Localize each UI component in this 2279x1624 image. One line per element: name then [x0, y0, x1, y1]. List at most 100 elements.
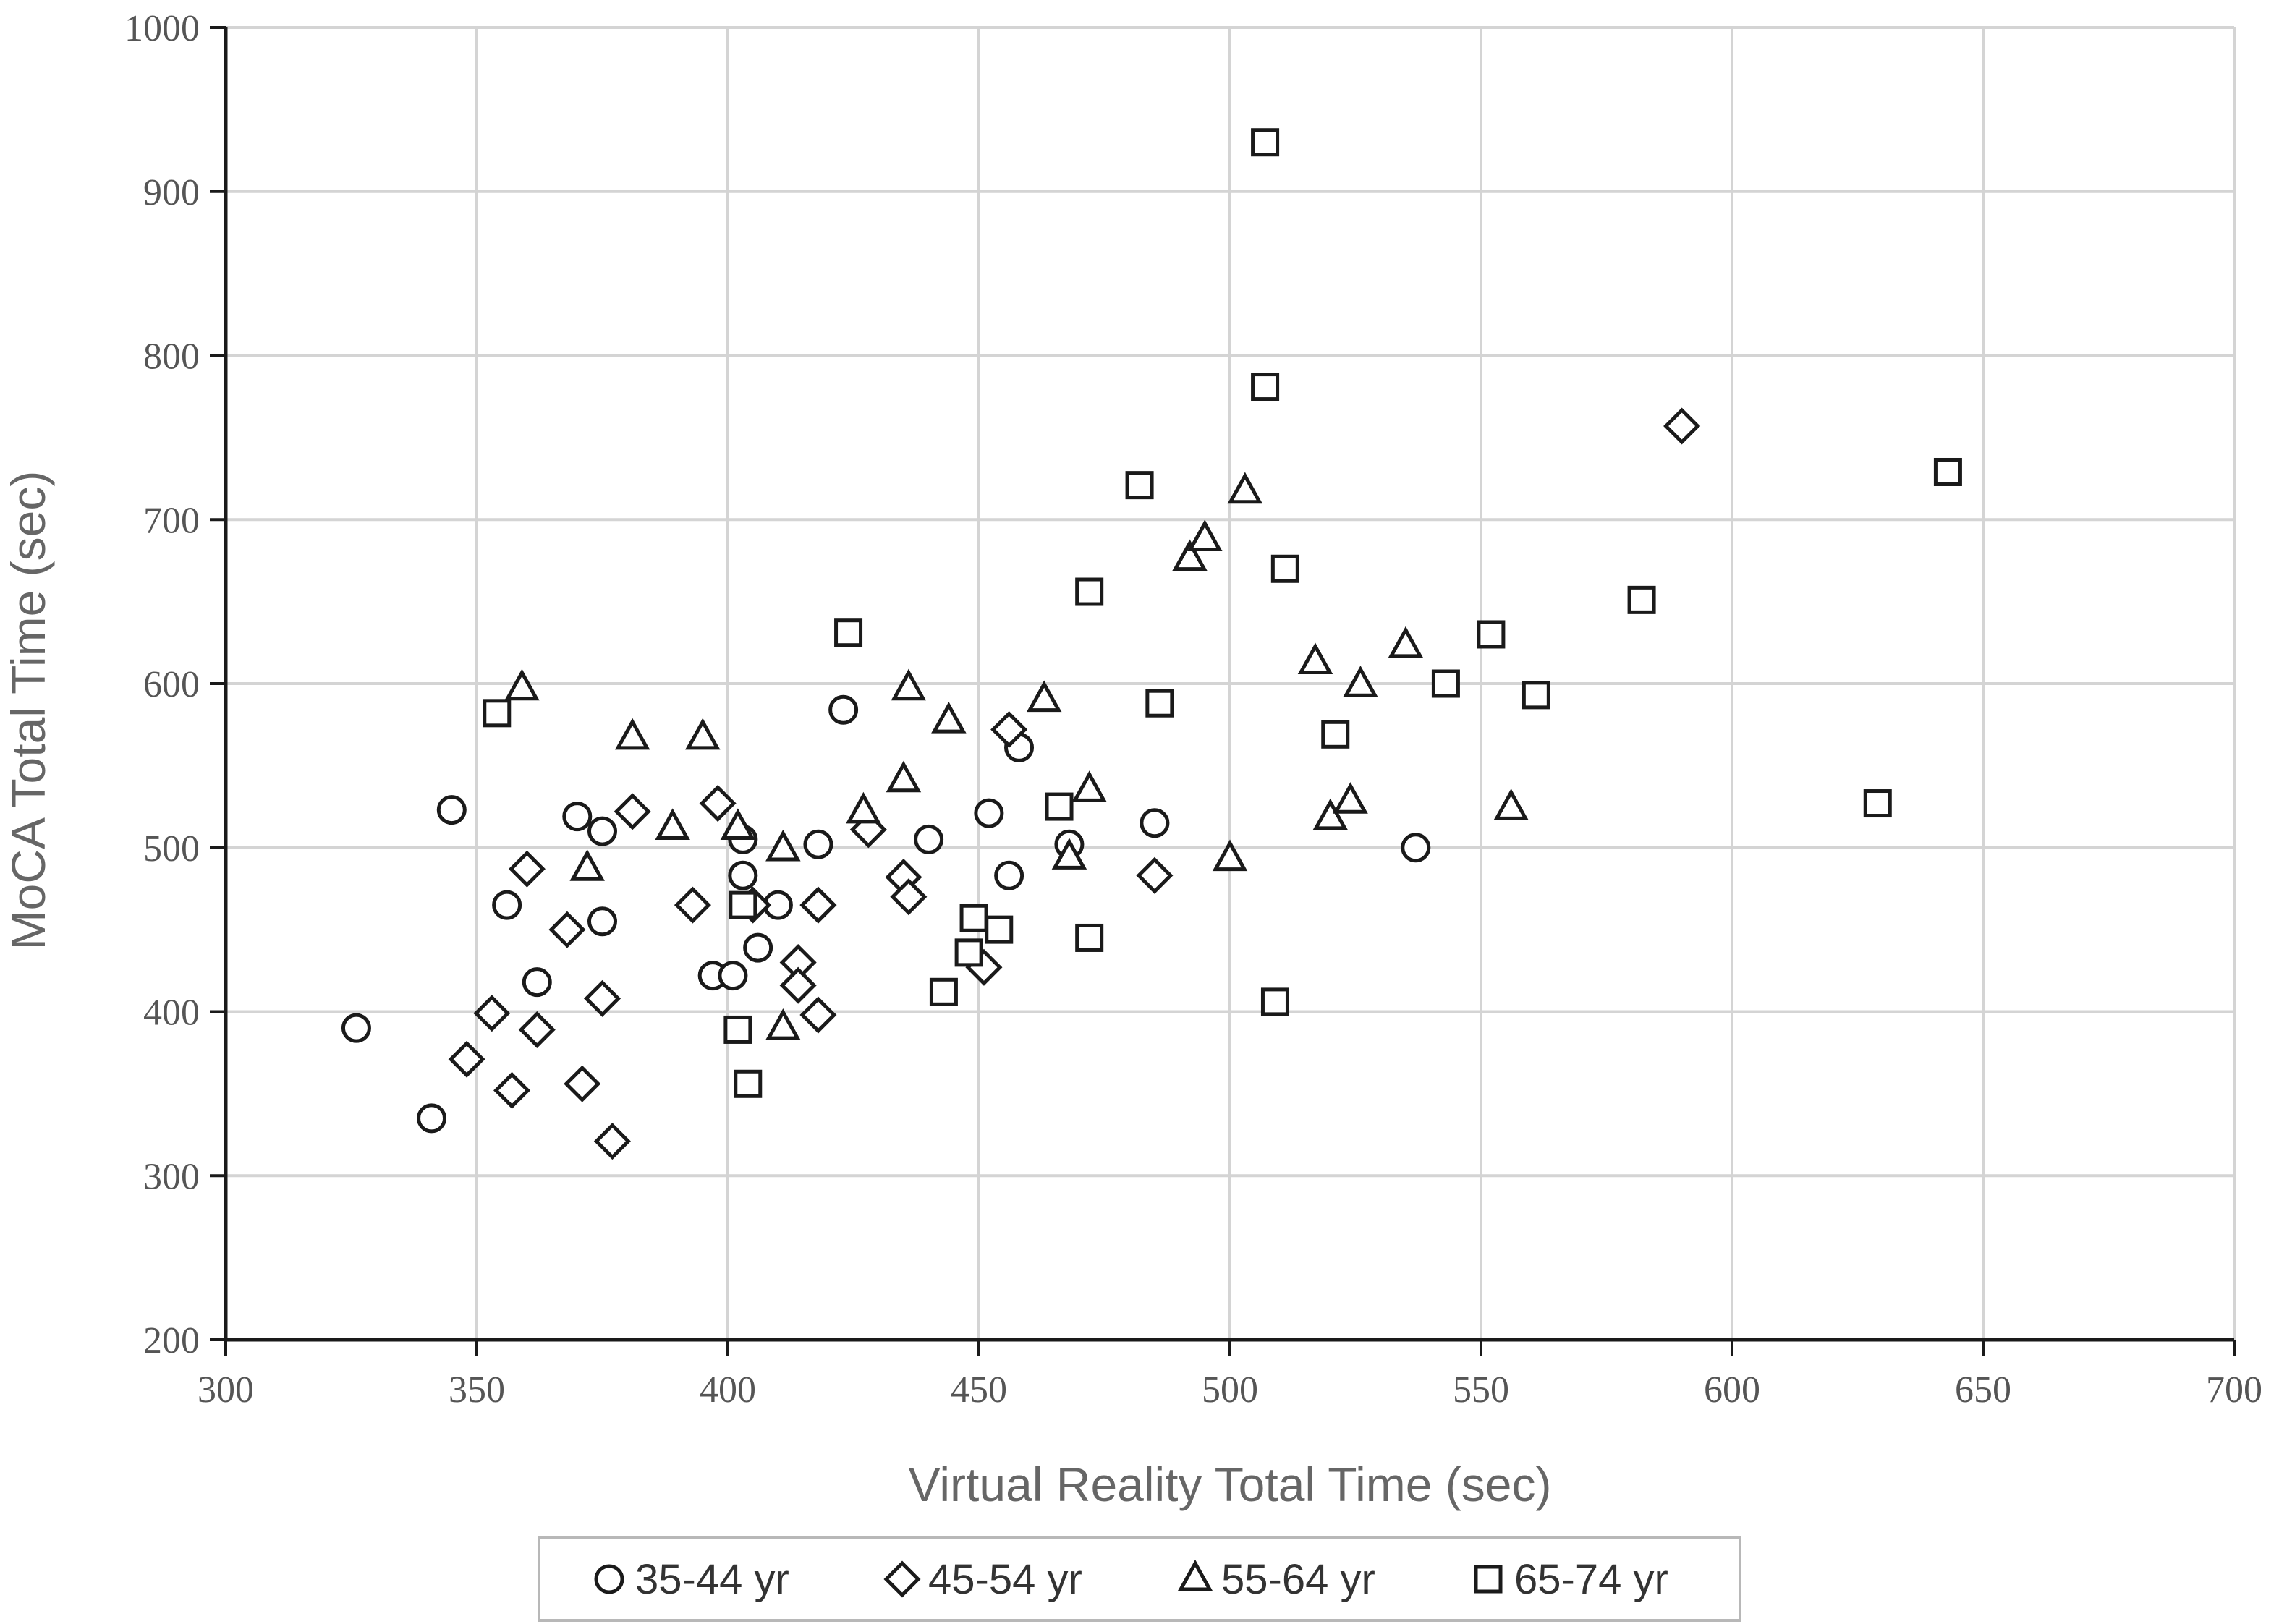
- point-35-44-yr-circle: [743, 932, 773, 963]
- point-65-74-yr-square: [834, 618, 863, 647]
- point-45-54-yr-diamond: [548, 911, 586, 948]
- point-45-54-yr-diamond: [614, 793, 651, 830]
- x-tick-label: 300: [198, 1369, 254, 1411]
- y-tick-labels: 200 300 400 500 600 700 800 900 1000: [124, 8, 200, 1361]
- x-tick-label: 700: [2206, 1369, 2262, 1411]
- point-35-44-yr-circle: [587, 906, 617, 937]
- data-points: [341, 128, 1962, 1160]
- point-35-44-yr-circle: [994, 860, 1024, 890]
- point-35-44-yr-circle: [1140, 808, 1170, 838]
- point-35-44-yr-circle: [522, 967, 552, 998]
- point-35-44-yr-circle: [914, 824, 944, 854]
- point-45-54-yr-diamond: [508, 850, 546, 888]
- point-35-44-yr-circle: [587, 816, 617, 846]
- point-65-74-yr-square: [1863, 789, 1892, 818]
- point-55-64-yr-triangle: [765, 829, 801, 862]
- point-45-54-yr-diamond: [1663, 407, 1701, 445]
- point-45-54-yr-diamond: [1136, 856, 1174, 894]
- point-55-64-yr-triangle: [569, 849, 605, 881]
- point-55-64-yr-triangle: [931, 702, 967, 734]
- x-tick-label: 350: [449, 1369, 505, 1411]
- y-tick-label: 1000: [124, 8, 200, 49]
- legend-label: 45-54 yr: [928, 1556, 1082, 1603]
- point-45-54-yr-diamond: [674, 886, 711, 924]
- y-tick-label: 300: [143, 1156, 200, 1197]
- point-45-54-yr-diamond: [799, 886, 837, 924]
- point-65-74-yr-square: [1125, 471, 1154, 500]
- point-65-74-yr-square: [1431, 669, 1460, 698]
- point-55-64-yr-triangle: [1493, 788, 1529, 820]
- point-45-54-yr-diamond: [448, 1040, 485, 1078]
- point-45-54-yr-diamond: [699, 784, 737, 822]
- point-65-74-yr-square: [1477, 620, 1506, 649]
- legend-marker-triangle: [1177, 1559, 1213, 1591]
- x-tick-label: 600: [1704, 1369, 1760, 1411]
- y-axis-title: MoCA Total Time (sec): [1, 471, 55, 951]
- point-65-74-yr-square: [985, 915, 1014, 944]
- point-55-64-yr-triangle: [1333, 782, 1368, 814]
- point-45-54-yr-diamond: [564, 1065, 601, 1102]
- point-45-54-yr-diamond: [583, 979, 621, 1017]
- point-65-74-yr-square: [929, 977, 958, 1006]
- point-45-54-yr-diamond: [990, 710, 1028, 749]
- point-55-64-yr-triangle: [1026, 680, 1062, 713]
- point-55-64-yr-triangle: [685, 718, 721, 750]
- legend-label: 65-74 yr: [1514, 1556, 1668, 1603]
- x-tick-label: 400: [700, 1369, 756, 1411]
- legend-label: 55-64 yr: [1221, 1556, 1375, 1603]
- point-35-44-yr-circle: [974, 798, 1004, 828]
- point-55-64-yr-triangle: [1187, 519, 1223, 551]
- point-45-54-yr-diamond: [518, 1011, 556, 1048]
- point-35-44-yr-circle: [1401, 833, 1431, 863]
- legend-marker-square: [1474, 1565, 1503, 1594]
- point-35-44-yr-circle: [828, 694, 859, 725]
- x-tick-label: 500: [1202, 1369, 1258, 1411]
- point-65-74-yr-square: [1075, 923, 1104, 952]
- point-55-64-yr-triangle: [1227, 472, 1263, 504]
- point-35-44-yr-circle: [417, 1103, 447, 1134]
- point-45-54-yr-diamond: [799, 996, 837, 1034]
- legend-box: [538, 1536, 1741, 1622]
- legend-label: 35-44 yr: [635, 1556, 789, 1603]
- point-55-64-yr-triangle: [1212, 839, 1248, 872]
- legend-marker-diamond: [883, 1560, 921, 1598]
- point-45-54-yr-diamond: [593, 1123, 631, 1160]
- point-65-74-yr-square: [954, 938, 983, 967]
- x-tick-label: 450: [951, 1369, 1007, 1411]
- point-35-44-yr-circle: [492, 890, 522, 920]
- y-tick-label: 700: [143, 500, 200, 541]
- point-55-64-yr-triangle: [1312, 798, 1349, 830]
- point-65-74-yr-square: [734, 1069, 763, 1098]
- point-55-64-yr-triangle: [1343, 666, 1378, 697]
- point-55-64-yr-triangle: [720, 808, 756, 841]
- point-65-74-yr-square: [1933, 457, 1962, 486]
- x-tick-labels: 300 350 400 450 500 550 600 650 700: [198, 1369, 2262, 1411]
- point-65-74-yr-square: [1321, 720, 1350, 749]
- point-55-64-yr-triangle: [765, 1008, 801, 1040]
- legend: 35-44 yr 45-54 yr 55-64 yr 65-74 yr: [538, 1536, 1741, 1622]
- point-55-64-yr-triangle: [1172, 539, 1208, 571]
- point-65-74-yr-square: [1251, 128, 1280, 157]
- point-55-64-yr-triangle: [504, 668, 540, 701]
- point-65-74-yr-square: [483, 699, 512, 728]
- x-tick-label: 550: [1453, 1369, 1509, 1411]
- y-tick-label: 200: [143, 1320, 200, 1361]
- point-55-64-yr-triangle: [1071, 770, 1107, 802]
- point-65-74-yr-square: [729, 890, 757, 919]
- point-45-54-yr-diamond: [779, 966, 817, 1004]
- point-65-74-yr-square: [1251, 373, 1280, 401]
- point-65-74-yr-square: [1045, 792, 1074, 821]
- point-35-44-yr-circle: [803, 829, 833, 859]
- legend-marker-circle: [594, 1564, 624, 1594]
- axes: [210, 26, 2236, 1356]
- y-tick-label: 400: [143, 992, 200, 1034]
- point-65-74-yr-square: [959, 904, 988, 932]
- point-65-74-yr-square: [1522, 681, 1550, 710]
- point-35-44-yr-circle: [728, 860, 758, 890]
- point-55-64-yr-triangle: [614, 718, 650, 750]
- point-45-54-yr-diamond: [473, 995, 511, 1032]
- y-tick-label: 600: [143, 664, 200, 705]
- x-tick-label: 650: [1955, 1369, 2011, 1411]
- point-65-74-yr-square: [1075, 577, 1104, 606]
